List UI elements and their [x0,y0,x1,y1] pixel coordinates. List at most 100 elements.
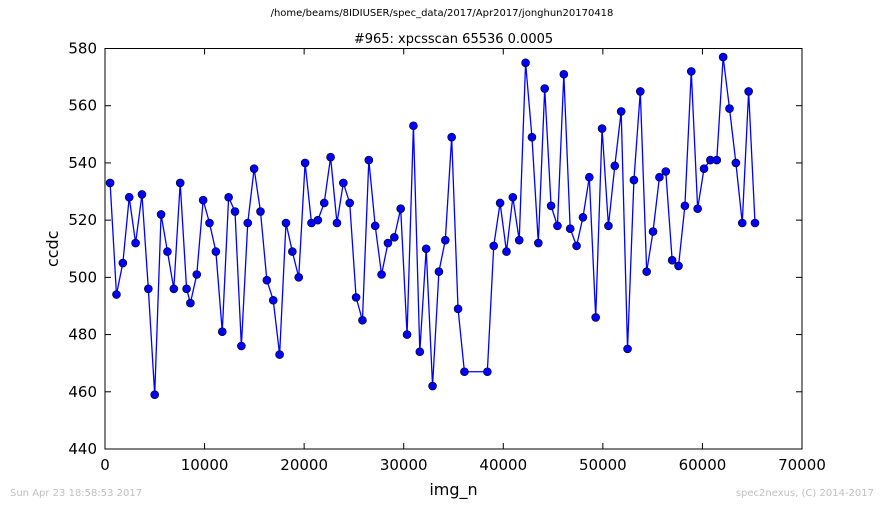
data-point [211,247,221,256]
y-tick-label: 560 [68,97,97,115]
y-tick-label: 540 [68,154,97,172]
data-point [137,190,147,199]
data-point [243,218,253,228]
data-point [112,290,121,299]
data-point [300,158,310,168]
data-point [434,267,444,276]
data-point [565,224,575,234]
x-axis-label: img_n [429,480,477,500]
data-point [572,241,581,251]
data-point [725,104,734,113]
data-point [326,152,335,162]
y-ticks: 440 460 480 500 520 540 560 580 [68,40,802,458]
data-point [502,247,511,256]
data-point [559,69,569,79]
y-axis-label: ccdc [43,230,62,267]
data-point [150,390,160,399]
plot-area [104,48,803,450]
data-point [616,107,626,116]
data-point [345,198,355,208]
data-point [553,221,562,231]
data-point [256,207,265,216]
y-tick-label: 480 [68,326,97,344]
data-point [175,178,185,188]
data-point [131,238,140,248]
data-point [699,164,709,173]
data-point [339,178,348,188]
data-point [495,198,505,208]
data-point [230,207,240,216]
data-point [377,270,386,279]
data-point [319,198,329,208]
data-point [674,261,683,271]
data-point [610,161,620,171]
data-point [281,218,291,228]
x-tick-label: 30000 [380,456,428,474]
data-point [635,87,645,96]
data-point [124,192,134,202]
data-point [156,210,166,219]
data-point [483,367,492,377]
data-point [737,218,747,228]
x-tick-label: 70000 [778,456,826,474]
data-point [396,204,405,213]
data-point [224,192,233,202]
y-tick-label: 500 [68,268,97,286]
data-point [642,267,651,276]
data-point [198,195,208,205]
data-point [192,270,202,279]
data-point [453,304,463,314]
data-point [604,221,613,231]
data-point [489,241,499,251]
chart-title: #965: xpcsscan 65536 0.0005 [354,32,553,47]
data-point [182,284,191,294]
data-point [294,273,304,282]
data-point [421,244,431,254]
data-point [288,247,297,256]
data-point [578,212,588,222]
data-point [667,255,677,265]
data-point [661,167,671,176]
data-point [275,350,284,359]
data-point [597,124,607,133]
data-point [750,218,760,228]
data-point [409,121,418,131]
data-point [629,175,639,185]
data-point [332,218,342,228]
data-point [415,347,425,357]
x-tick-label: 40000 [479,456,527,474]
x-ticks: 0 10000 20000 30000 40000 50000 60000 70000 [100,48,826,474]
data-point [591,313,600,322]
data-point [680,201,690,211]
data-point [693,204,702,213]
data-point [364,155,374,165]
data-point [440,235,450,245]
data-point [718,52,728,62]
data-point [144,284,153,294]
data-point [428,381,437,391]
data-point [534,238,543,248]
data-point [217,327,227,337]
y-tick-label: 460 [68,383,97,401]
data-point [313,215,323,225]
data-point [686,67,696,76]
y-tick-label: 580 [68,40,97,58]
data-point [585,172,594,182]
series-layer [105,52,760,399]
data-point [370,221,380,231]
data-point [186,298,195,308]
data-point [521,58,530,68]
x-tick-label: 20000 [280,456,328,474]
data-point [460,367,469,377]
file-path-title: /home/beams/8IDIUSER/spec_data/2017/Apr2… [270,8,614,19]
footer-timestamp: Sun Apr 23 18:58:53 2017 [10,488,143,499]
data-point [402,330,412,339]
data-point [383,238,393,248]
data-point [546,201,556,211]
data-point [623,344,632,354]
data-point [249,164,259,173]
data-point [731,158,741,168]
data-point [390,233,399,242]
data-point [105,178,115,188]
